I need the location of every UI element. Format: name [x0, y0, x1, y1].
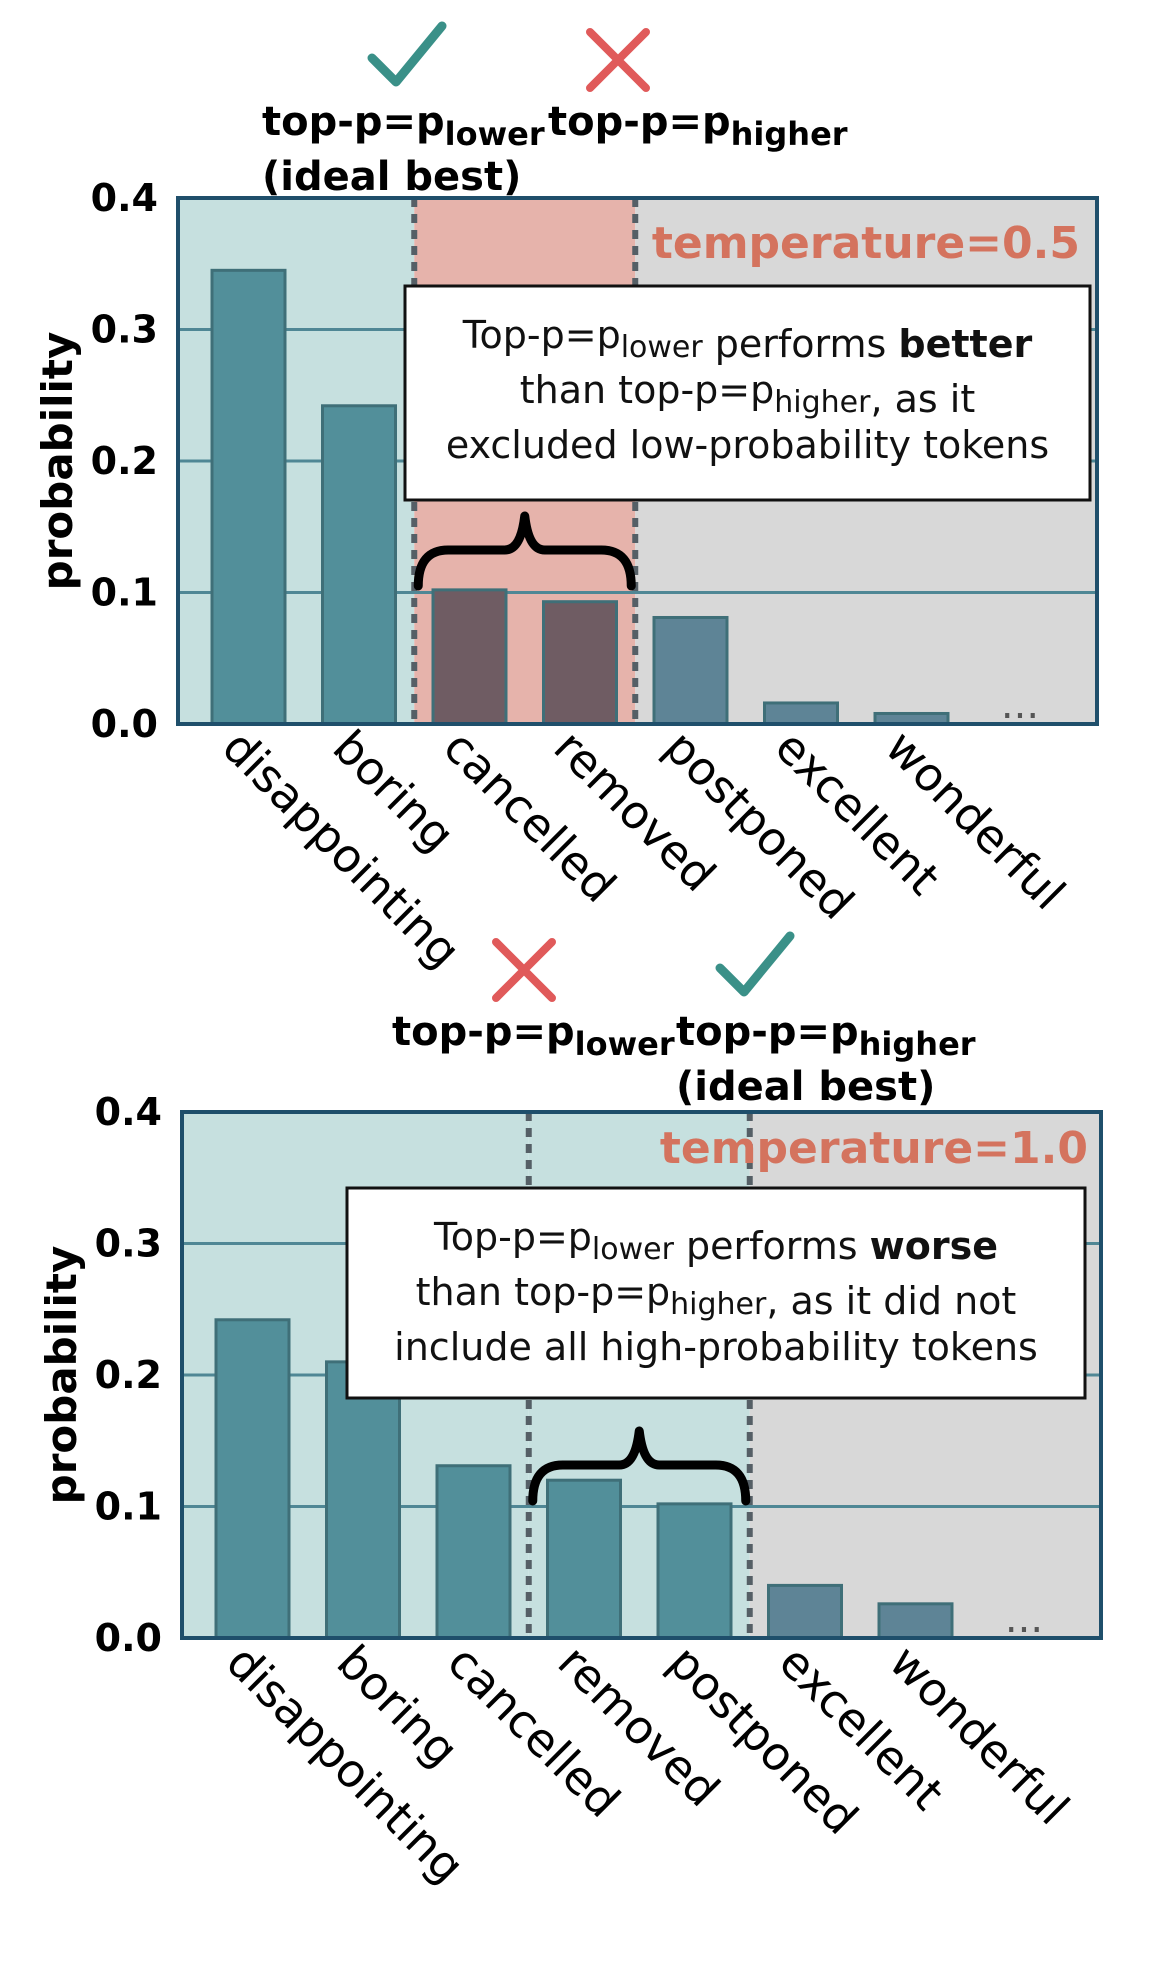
- header-higher: top-p=phigher: [676, 1009, 976, 1063]
- y-tick-label: 0.1: [95, 1485, 162, 1529]
- header-lower-text: top-p=p: [392, 1009, 575, 1055]
- note-text: than top-p=p: [416, 1270, 671, 1314]
- header-higher-caption: (ideal best): [676, 1064, 935, 1110]
- note-box: [403, 284, 1092, 502]
- note-line: than top-p=phigher, as it did not: [416, 1270, 1017, 1323]
- marker-lower-check-icon: [367, 21, 447, 87]
- header-lower-text: top-p=p: [262, 99, 445, 145]
- note-text: performs: [703, 322, 899, 366]
- y-tick-label: 0.4: [95, 1090, 162, 1134]
- bar-cancelled: [435, 1464, 512, 1640]
- header-higher-text: top-p=p: [676, 1009, 859, 1055]
- temperature-label: temperature=0.5: [652, 218, 1080, 269]
- y-tick-label: 0.3: [95, 1222, 162, 1266]
- chart-panel-2: 0.0 0.1 0.2 0.3 0.4... temperature=1.0 Top-p=p…: [37, 931, 1103, 1893]
- bar-disappointing: [214, 1318, 291, 1640]
- y-tick-label: 0.2: [95, 1353, 162, 1397]
- note-subscript: higher: [670, 1287, 767, 1322]
- bar-boring: [321, 404, 397, 726]
- y-tick-label: 0.0: [91, 702, 158, 746]
- note-text: performs: [674, 1224, 870, 1268]
- note-text: include all high-probability tokens: [394, 1325, 1038, 1369]
- note-text: Top-p=p: [462, 313, 621, 357]
- marker-higher-cross-icon: [586, 28, 650, 92]
- brace: [413, 511, 636, 591]
- header-lower: top-p=plower: [262, 99, 545, 153]
- header-lower: top-p=plower: [392, 1009, 675, 1063]
- y-tick-label: 0.0: [95, 1616, 162, 1660]
- note-subscript: lower: [621, 330, 704, 365]
- y-tick-label: 0.2: [91, 439, 158, 483]
- note-line: excluded low-probability tokens: [446, 423, 1049, 467]
- y-tick-label: 0.3: [91, 308, 158, 352]
- marker-higher-check-icon: [715, 931, 795, 997]
- bar-postponed: [656, 1502, 733, 1640]
- bar-postponed: [652, 615, 729, 726]
- note-subscript: higher: [774, 385, 871, 420]
- note-text: than top-p=p: [520, 368, 775, 412]
- header-lower-subscript: lower: [445, 115, 545, 153]
- plot-frame: [180, 1110, 1103, 1640]
- note-emphasis: better: [898, 322, 1032, 366]
- note-box: [345, 1186, 1087, 1400]
- bar-boring: [325, 1360, 401, 1640]
- ellipsis-label: ...: [1005, 1596, 1043, 1642]
- note-line: include all high-probability tokens: [394, 1325, 1038, 1369]
- y-axis-label: probability: [37, 1246, 86, 1505]
- note-line: than top-p=phigher, as it: [520, 368, 975, 421]
- header-higher-subscript: higher: [859, 1025, 976, 1063]
- note-emphasis: worse: [870, 1224, 998, 1268]
- y-tick-label: 0.1: [91, 571, 158, 615]
- bar-disappointing: [210, 268, 287, 726]
- ellipsis-label: ...: [1001, 682, 1039, 728]
- brace: [528, 1426, 751, 1506]
- note-text: , as it did not: [766, 1279, 1016, 1323]
- marker-lower-cross-icon: [492, 938, 556, 1002]
- bar-wonderful: [877, 1602, 954, 1640]
- note-text: excluded low-probability tokens: [446, 423, 1049, 467]
- bar-cancelled: [431, 588, 508, 726]
- bar-removed: [542, 600, 618, 726]
- note-text: , as it: [870, 377, 975, 421]
- header-lower-caption: (ideal best): [262, 154, 521, 200]
- temperature-label: temperature=1.0: [660, 1123, 1088, 1174]
- header-higher: top-p=phigher: [548, 99, 848, 153]
- plot-frame: [176, 196, 1099, 726]
- header-higher-subscript: higher: [731, 115, 848, 153]
- bar-excellent: [767, 1583, 843, 1640]
- bar-removed: [546, 1478, 622, 1640]
- header-lower-subscript: lower: [575, 1025, 675, 1063]
- note-line: Top-p=plower performs worse: [433, 1215, 998, 1268]
- y-tick-label: 0.4: [91, 176, 158, 220]
- chart-panel-1: 0.0 0.1 0.2 0.3 0.4... temperature=0.5 Top-p=p…: [33, 21, 1099, 978]
- y-axis-label: probability: [33, 332, 82, 591]
- note-line: Top-p=plower performs better: [462, 313, 1033, 366]
- header-higher-text: top-p=p: [548, 99, 731, 145]
- note-text: Top-p=p: [433, 1215, 592, 1259]
- note-subscript: lower: [592, 1232, 675, 1267]
